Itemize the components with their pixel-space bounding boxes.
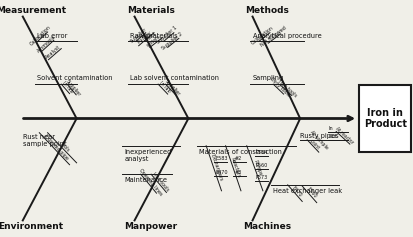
Text: Rusty pipes: Rusty pipes (299, 133, 337, 139)
Text: P560: P560 (255, 163, 267, 168)
Text: Rust near
sample point: Rust near sample point (23, 134, 66, 147)
Text: #3: #3 (234, 170, 241, 175)
Text: Supplier: Supplier (65, 78, 82, 97)
Text: Ammonia: Ammonia (36, 34, 57, 54)
Text: Manpower: Manpower (124, 222, 177, 231)
Text: Methods: Methods (244, 6, 288, 15)
Text: Measurement: Measurement (0, 6, 66, 15)
Text: Raw materials: Raw materials (130, 33, 178, 39)
Text: Supplier 2: Supplier 2 (160, 31, 183, 51)
Text: E560: E560 (305, 186, 317, 199)
Text: E583: E583 (215, 156, 227, 161)
Text: Iron tools: Iron tools (277, 79, 297, 98)
Text: At reactor: At reactor (334, 127, 354, 146)
Text: Iron tools: Iron tools (151, 171, 170, 192)
Text: Solvent contamination: Solvent contamination (37, 75, 112, 81)
Text: Analytical procedure: Analytical procedure (252, 33, 320, 39)
Text: Supplier: Supplier (163, 79, 181, 97)
Text: Tools: Tools (58, 140, 70, 152)
Text: Supplier 1: Supplier 1 (156, 25, 178, 45)
Text: #2: #2 (234, 156, 241, 161)
Text: Inexperienced
analyst: Inexperienced analyst (124, 149, 171, 162)
Text: Exposed pipe: Exposed pipe (43, 133, 69, 161)
Text: In: In (328, 126, 332, 131)
Text: Lab error: Lab error (37, 33, 67, 39)
Text: Maintenance: Maintenance (124, 177, 167, 183)
Text: Sampling: Sampling (252, 75, 283, 81)
FancyBboxPatch shape (358, 85, 410, 152)
Text: Machines: Machines (242, 222, 290, 231)
Text: Materials: Materials (127, 6, 175, 15)
Text: E470: E470 (215, 170, 227, 175)
Text: At sample
point: At sample point (304, 130, 328, 155)
Text: Pumps: Pumps (252, 159, 262, 176)
Text: Iron in
Product: Iron in Product (363, 108, 406, 129)
Text: Supplier: Supplier (130, 27, 148, 44)
Text: Not followed: Not followed (259, 25, 286, 48)
Text: Exchangers: Exchangers (209, 153, 223, 182)
Text: Analyst: Analyst (45, 44, 62, 60)
Text: Materials of construction: Materials of construction (198, 149, 281, 155)
Text: P584: P584 (255, 150, 267, 155)
Text: In lab: In lab (158, 81, 171, 94)
Text: Heat exchanger leak: Heat exchanger leak (273, 188, 342, 194)
Text: Reactors: Reactors (229, 157, 241, 178)
Text: P573: P573 (255, 175, 267, 180)
Text: Calibration: Calibration (250, 25, 274, 45)
Text: Lab solvent contamination: Lab solvent contamination (130, 75, 219, 81)
Text: Opening lines: Opening lines (138, 168, 163, 196)
Text: Out: Out (328, 134, 337, 139)
Text: Plant
system: Plant system (142, 29, 162, 48)
Text: In lab: In lab (61, 80, 74, 94)
Text: Truck: Truck (135, 33, 148, 46)
Text: Dirty tools: Dirty tools (268, 77, 290, 98)
Text: City: City (142, 30, 152, 40)
Text: Calibration: Calibration (29, 24, 52, 47)
Text: E470: E470 (290, 185, 302, 198)
Text: Environment: Environment (0, 222, 64, 231)
